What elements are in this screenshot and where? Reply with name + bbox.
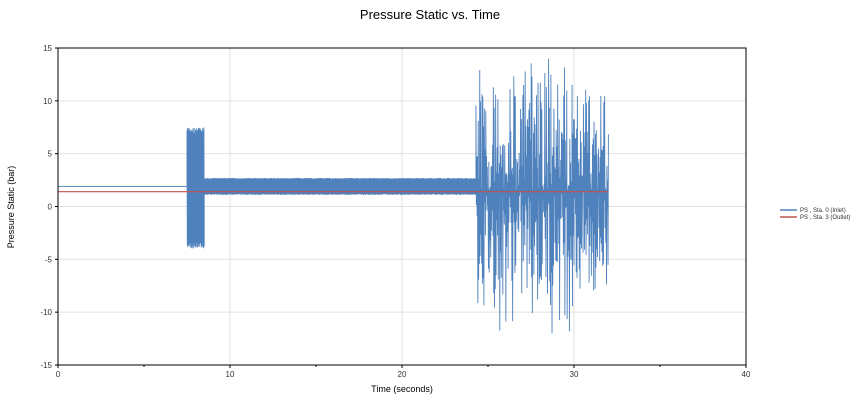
x-tick-label: 0	[56, 370, 61, 379]
y-tick-label: -15	[40, 361, 52, 370]
x-tick-label: 10	[226, 370, 235, 379]
x-tick-label: 30	[570, 370, 579, 379]
grid	[58, 48, 746, 365]
y-tick-label: -5	[45, 255, 53, 264]
y-tick-label: 5	[48, 150, 53, 159]
y-tick-label: -10	[40, 308, 52, 317]
x-tick-label: 20	[398, 370, 407, 379]
y-tick-label: 15	[43, 44, 52, 53]
series-line-0	[58, 58, 609, 334]
series-layer	[58, 58, 609, 334]
y-tick-label: 0	[48, 203, 53, 212]
axis-ticks: 0 10 20 30 40 -15 -10 -5 0 5 10 15	[40, 44, 751, 379]
x-tick-label: 40	[742, 370, 751, 379]
chart-title: Pressure Static vs. Time	[360, 7, 500, 22]
legend-label: PS , Sta. 0 (Inlet)	[800, 208, 846, 214]
y-axis-label: Pressure Static (bar)	[6, 166, 16, 249]
legend-label: PS , Sta. 3 (Outlet)	[800, 215, 850, 221]
x-axis-label: Time (seconds)	[371, 384, 433, 394]
legend: PS , Sta. 0 (Inlet)PS , Sta. 3 (Outlet)	[780, 208, 850, 221]
y-tick-label: 10	[43, 97, 52, 106]
